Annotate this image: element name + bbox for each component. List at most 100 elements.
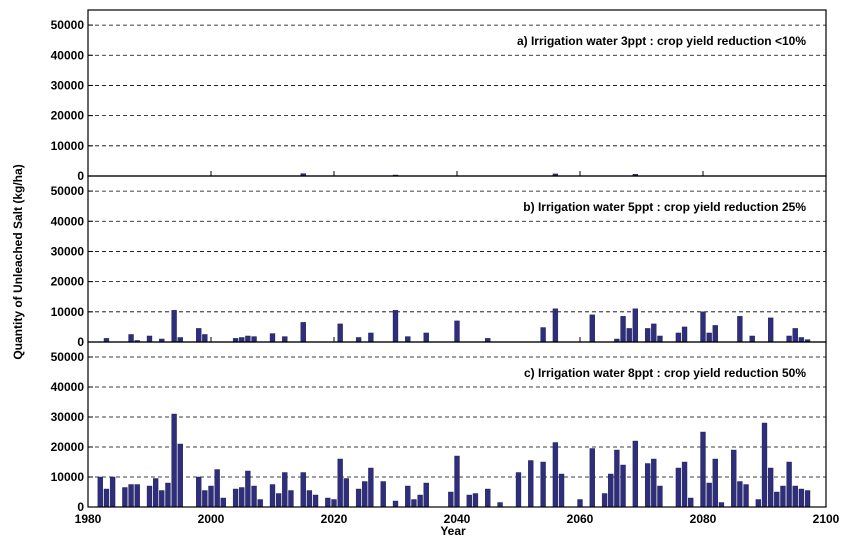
- bar: [798, 488, 805, 508]
- bar: [306, 490, 313, 508]
- bar: [681, 461, 688, 508]
- bar: [675, 467, 682, 508]
- bar: [552, 308, 559, 343]
- bar: [485, 488, 491, 508]
- bar: [417, 494, 423, 508]
- bar: [688, 497, 694, 508]
- bar: [786, 461, 792, 508]
- bar: [300, 322, 306, 343]
- bar: [177, 337, 183, 343]
- bar: [251, 336, 257, 343]
- bar: [239, 337, 245, 343]
- y-tick-label: 0: [77, 500, 84, 514]
- panel-1: 0 10000 20000 30000 40000 50000 a) Irrigation …: [51, 9, 827, 183]
- bar: [743, 484, 749, 508]
- bar: [718, 502, 725, 508]
- bar: [774, 491, 780, 508]
- bar: [737, 481, 743, 508]
- panels-layer: 0 10000 20000 30000 40000 50000 a) Irrigation …: [51, 9, 840, 526]
- bar: [202, 490, 208, 508]
- y-tick-label: 50000: [51, 350, 85, 364]
- x-tick-labels: 1980 2000 2020 2040 2060 2080 2100: [75, 512, 840, 526]
- bar: [282, 472, 288, 508]
- bar: [540, 461, 546, 508]
- bar: [632, 308, 639, 343]
- bar: [620, 316, 626, 343]
- bar: [792, 328, 798, 343]
- bar: [454, 320, 460, 343]
- bar: [657, 335, 663, 343]
- bar: [355, 337, 362, 343]
- bar: [472, 493, 479, 508]
- y-tick-label: 20000: [51, 109, 85, 123]
- bar: [515, 472, 522, 508]
- bar: [269, 484, 276, 508]
- bar: [792, 485, 798, 508]
- x-tick-label: 2040: [444, 512, 471, 526]
- bar: [423, 332, 429, 343]
- bar: [245, 470, 251, 508]
- x-tick-label: 2080: [690, 512, 717, 526]
- y-tick-label: 10000: [51, 470, 85, 484]
- bar: [755, 499, 762, 508]
- x-tick-label: 2020: [321, 512, 348, 526]
- bar: [177, 443, 183, 508]
- bar: [651, 458, 657, 508]
- bar: [257, 499, 263, 508]
- bar: [337, 323, 343, 343]
- bar: [700, 311, 706, 343]
- bar: [128, 334, 134, 343]
- y-tick-label: 10000: [51, 139, 85, 153]
- bar: [146, 485, 153, 508]
- bar: [239, 487, 245, 508]
- bar: [97, 476, 103, 508]
- bar: [245, 335, 251, 343]
- y-tick-label: 40000: [51, 380, 85, 394]
- panel-title: a) Irrigation water 3ppt : crop yield re…: [517, 34, 806, 48]
- y-tick-label: 10000: [51, 305, 85, 319]
- bar: [608, 473, 614, 508]
- bar: [620, 464, 626, 508]
- bar: [700, 431, 706, 508]
- y-axis-title: Quantity of Unleached Salt (kg/ha): [11, 164, 25, 359]
- y-tick-label: 30000: [51, 244, 85, 258]
- bar: [325, 497, 331, 508]
- bar: [589, 314, 595, 343]
- bar: [767, 317, 774, 343]
- bar: [780, 485, 786, 508]
- bar: [767, 467, 774, 508]
- bar: [786, 335, 792, 343]
- bar: [109, 476, 116, 508]
- bar: [644, 463, 651, 508]
- bar: [804, 490, 811, 508]
- bar: [312, 494, 319, 508]
- bar: [552, 442, 559, 508]
- x-tick-label: 2000: [198, 512, 225, 526]
- bar: [220, 497, 226, 508]
- panel-3: 0 10000 20000 30000 40000 50000 c) Irrigation …: [51, 341, 827, 514]
- bar: [202, 334, 208, 343]
- bar: [165, 482, 171, 508]
- bar: [343, 478, 349, 508]
- bar: [614, 449, 620, 508]
- bar: [128, 484, 134, 508]
- x-tick-label: 2060: [567, 512, 594, 526]
- bar: [731, 449, 737, 508]
- bar: [282, 336, 288, 343]
- panel-2: 0 10000 20000 30000 40000 50000 b) Irrigation …: [51, 175, 827, 349]
- bar: [134, 484, 140, 508]
- bar: [208, 485, 214, 508]
- bar: [448, 491, 454, 508]
- y-tick-label: 40000: [51, 48, 85, 62]
- bar: [122, 487, 128, 508]
- bar: [355, 488, 362, 508]
- bar: [171, 310, 177, 343]
- bar: [103, 488, 110, 508]
- bar: [749, 335, 755, 343]
- panel-title: b) Irrigation water 5ppt : crop yield re…: [523, 200, 806, 214]
- bar: [392, 310, 399, 343]
- bar: [368, 332, 374, 343]
- bar: [171, 413, 177, 508]
- bar: [232, 488, 239, 508]
- bar: [577, 499, 583, 508]
